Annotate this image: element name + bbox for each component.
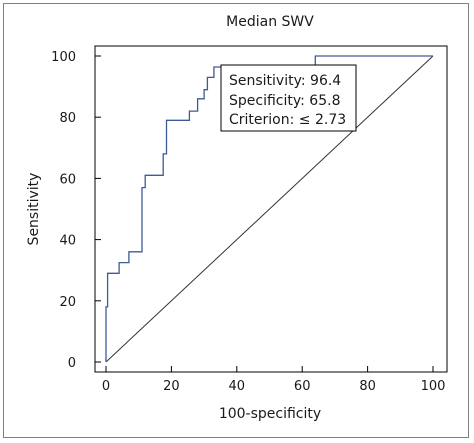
annotation-sensitivity: Sensitivity: 96.4: [229, 73, 341, 89]
roc-curve-line: [105, 55, 433, 362]
y-tick-label: 80: [59, 111, 76, 126]
reference-diagonal-line: [105, 55, 434, 363]
annotation-criterion: Criterion: ≤ 2.73: [229, 112, 346, 128]
criterion-annotation: Sensitivity: 96.4 Specificity: 65.8 Crit…: [220, 64, 357, 132]
y-tick-label: 60: [59, 172, 76, 187]
x-tick-label: 0: [102, 379, 110, 394]
chart-title: Median SWV: [226, 14, 314, 30]
annotation-specificity: Specificity: 65.8: [229, 93, 340, 109]
annotation-box: [220, 64, 357, 132]
y-tick-label: 40: [59, 234, 76, 249]
x-axis-ticks: 0 20 40 60 80 100: [102, 366, 446, 394]
x-tick-label: 100: [421, 379, 446, 394]
y-tick-label: 20: [59, 295, 76, 310]
y-tick-label: 100: [51, 50, 76, 65]
y-tick-label: 0: [68, 356, 76, 371]
plot-area: [94, 45, 448, 373]
x-tick-label: 80: [359, 379, 376, 394]
x-tick-label: 60: [294, 379, 311, 394]
y-axis-title: Sensitivity: [26, 173, 42, 246]
x-tick-label: 40: [229, 379, 246, 394]
x-axis-title: 100-specificity: [219, 406, 321, 422]
x-tick-label: 20: [163, 379, 180, 394]
y-axis-ticks: 0 20 40 60 80 100: [51, 50, 101, 371]
